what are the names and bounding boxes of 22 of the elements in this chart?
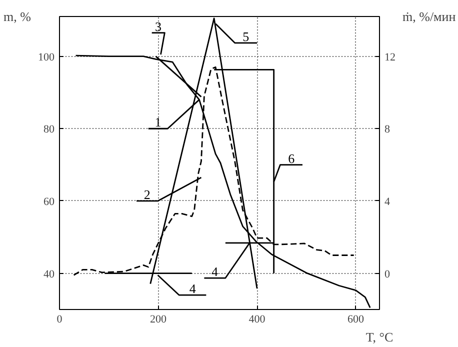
y2-axis-title: ṁ, %/мин bbox=[402, 9, 456, 24]
y2-tick-label: 0 bbox=[384, 268, 390, 280]
annotation: 4 bbox=[189, 281, 196, 296]
x-axis-title: T, °C bbox=[366, 330, 394, 344]
x-tick-label: 400 bbox=[248, 314, 266, 326]
y2-tick-label: 12 bbox=[384, 51, 396, 64]
annotation: 5 bbox=[242, 28, 250, 44]
y2-tick-label: 8 bbox=[384, 124, 390, 136]
y-tick-label: 100 bbox=[38, 51, 55, 64]
annotation: 6 bbox=[288, 150, 296, 166]
y-tick-label: 40 bbox=[44, 268, 55, 280]
y-tick-label: 60 bbox=[44, 196, 55, 208]
annotation: 3 bbox=[155, 18, 162, 34]
x-tick-label: 200 bbox=[150, 314, 168, 326]
annotation: 2 bbox=[144, 186, 150, 202]
y2-tick-label: 4 bbox=[384, 196, 390, 208]
annotation: 1 bbox=[154, 114, 162, 130]
y-tick-label: 80 bbox=[44, 124, 55, 136]
x-tick-label: 0 bbox=[56, 314, 63, 326]
y-axis-title: m, % bbox=[4, 9, 32, 24]
annotation: 4 bbox=[212, 264, 219, 280]
x-tick-label: 600 bbox=[348, 314, 365, 326]
